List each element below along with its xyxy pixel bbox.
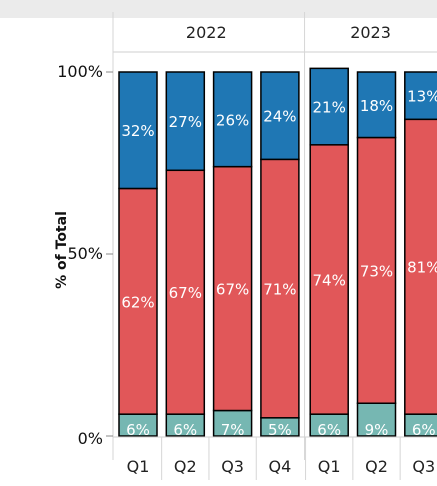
data-label: 81%	[407, 259, 437, 277]
data-label: 5%	[268, 421, 292, 439]
bar-segment	[165, 71, 206, 172]
data-label: 9%	[365, 421, 389, 439]
bar-segment	[356, 136, 397, 404]
data-label: 27%	[169, 113, 202, 131]
data-label: 6%	[173, 421, 197, 439]
bar-segment	[118, 71, 158, 190]
bar-segment	[356, 71, 397, 139]
axes: 100% 50% 0% Q1 Q2 Q3 Q4 Q1 Q2 Q3	[57, 62, 437, 480]
data-label: 21%	[313, 99, 346, 117]
group-header-label: 2023	[350, 23, 391, 42]
data-label: 26%	[216, 111, 249, 129]
y-tick-label: 0%	[78, 429, 103, 448]
data-label: 6%	[126, 421, 150, 439]
data-label: 6%	[317, 421, 341, 439]
bar-segment	[118, 187, 158, 415]
data-label: 24%	[263, 108, 296, 126]
y-axis-title: % of Total	[54, 211, 70, 289]
bar-segment	[309, 144, 349, 415]
data-label: 13%	[407, 88, 437, 106]
x-tick-label: Q2	[365, 457, 388, 476]
x-tick-label: Q2	[174, 457, 197, 476]
data-label: 73%	[360, 262, 393, 280]
group-header-label: 2022	[186, 23, 227, 42]
top-strip	[0, 0, 437, 18]
data-label: 67%	[216, 281, 249, 299]
bar-segment	[309, 67, 349, 146]
x-tick-label: Q3	[412, 457, 435, 476]
data-label: 74%	[313, 271, 346, 289]
bar-segment	[404, 118, 437, 415]
y-tick-label: 50%	[67, 244, 103, 263]
y-tick-label: 100%	[57, 62, 103, 81]
bar-segment	[404, 71, 437, 121]
bars	[118, 67, 437, 437]
x-tick-label: Q4	[269, 457, 292, 476]
data-label: 71%	[263, 281, 296, 299]
data-labels: 6% 62% 32% 6% 67% 27% 7% 67% 26% 5% 71% 24% 6% 74% 21%…	[121, 88, 437, 439]
data-label: 62%	[121, 293, 154, 311]
data-label: 18%	[360, 97, 393, 115]
x-tick-label: Q1	[127, 457, 150, 476]
bar-segment	[212, 71, 253, 168]
data-label: 7%	[221, 421, 245, 439]
x-tick-label: Q3	[221, 457, 244, 476]
data-label: 67%	[169, 284, 202, 302]
data-label: 32%	[121, 122, 154, 140]
x-tick-label: Q1	[318, 457, 341, 476]
bar-segment	[260, 71, 300, 161]
data-label: 6%	[412, 421, 436, 439]
bar-segment	[356, 402, 397, 437]
